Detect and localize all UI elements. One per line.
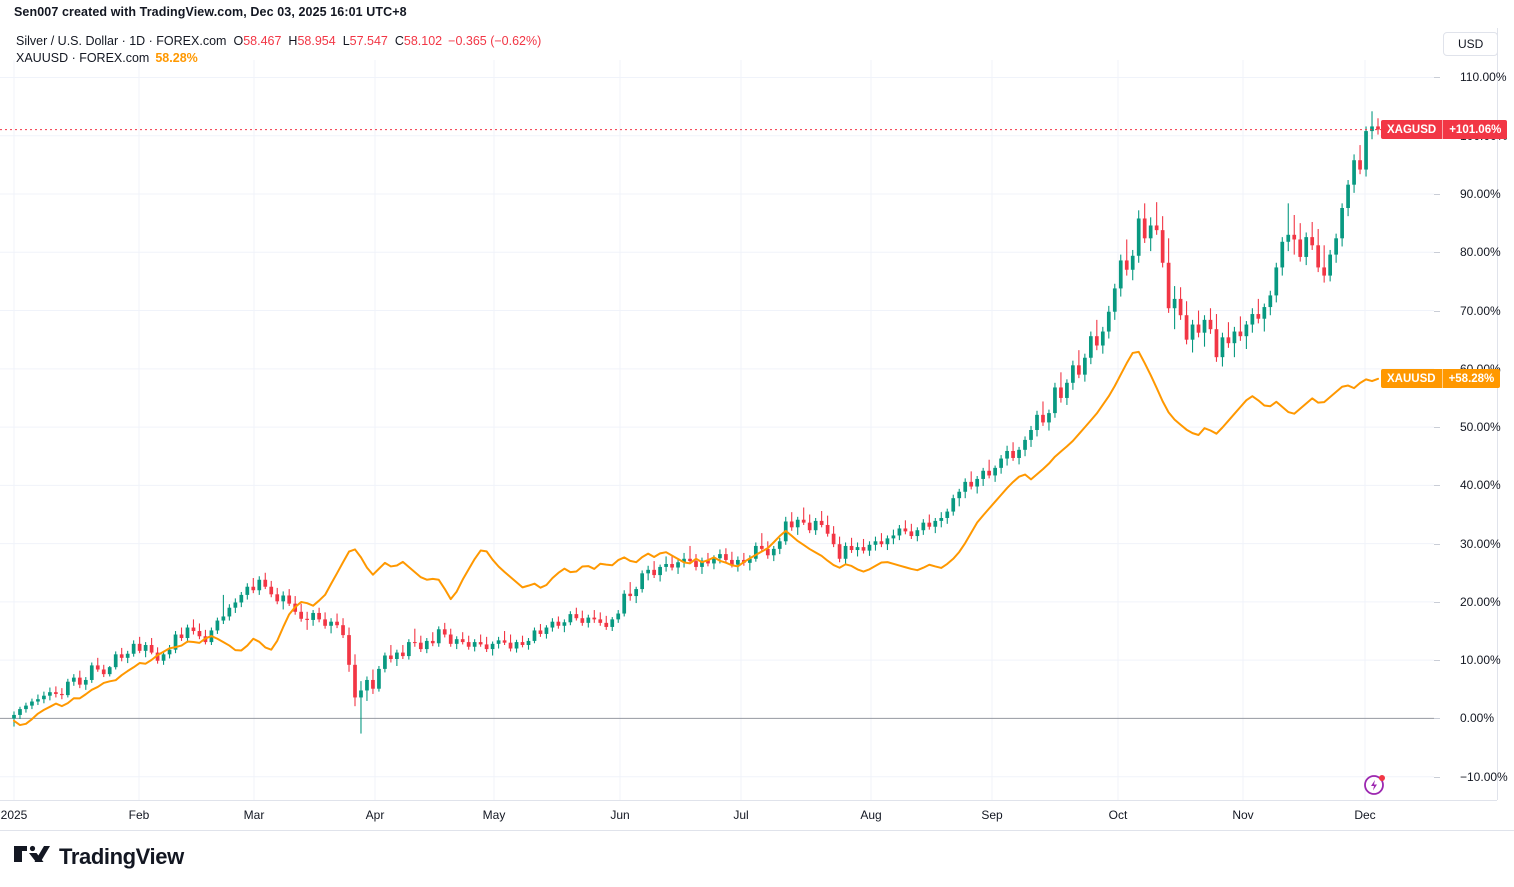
price-tick-mark bbox=[1434, 485, 1440, 487]
time-tick-label: 2025 bbox=[0, 808, 28, 822]
high-label: H bbox=[288, 34, 298, 48]
price-tick-label: 80.00% bbox=[1460, 245, 1501, 260]
price-tick-label: 110.00% bbox=[1460, 70, 1507, 85]
price-tick-mark bbox=[1434, 194, 1440, 196]
low-label: L bbox=[342, 34, 350, 48]
price-tick-label: 40.00% bbox=[1460, 478, 1501, 493]
compare-symbol-label[interactable]: XAUUSD · FOREX.com bbox=[16, 51, 150, 65]
horizontal-gridlines bbox=[0, 76, 1434, 778]
tradingview-brand-name: TradingView bbox=[59, 843, 184, 869]
time-tick-label: Dec bbox=[1354, 808, 1376, 822]
price-tick-mark bbox=[1434, 77, 1440, 79]
line-series-xauusd[interactable] bbox=[13, 350, 1379, 727]
price-badge-xagusd[interactable]: XAGUSD +101.06% bbox=[1381, 120, 1508, 140]
ohlc-high: H58.954 bbox=[288, 34, 335, 48]
price-tick-mark bbox=[1434, 368, 1440, 370]
change-value: −0.365 (−0.62%) bbox=[448, 34, 542, 48]
price-tick-label: 50.00% bbox=[1460, 420, 1501, 435]
price-tick-label: 10.00% bbox=[1460, 653, 1501, 668]
time-axis[interactable]: 2025 Feb Mar Apr May Jun Jul Aug Sep Oct Nov Dec bbox=[0, 800, 1497, 831]
price-tick-label: 20.00% bbox=[1460, 594, 1501, 609]
time-tick-label: Nov bbox=[1232, 808, 1254, 822]
price-tick-label: 30.00% bbox=[1460, 536, 1501, 551]
footer-separator bbox=[0, 830, 1514, 831]
time-tick-label: Feb bbox=[128, 808, 150, 822]
badge-symbol: XAUUSD bbox=[1387, 372, 1436, 385]
attribution-text: Sen007 created with TradingView.com, Dec… bbox=[14, 5, 407, 19]
footer: TradingView bbox=[14, 843, 184, 870]
price-tick-mark bbox=[1434, 427, 1440, 429]
price-tick-label: −10.00% bbox=[1460, 769, 1508, 784]
tradingview-logo-icon bbox=[14, 843, 50, 870]
vertical-gridlines bbox=[13, 60, 1366, 800]
ohlc-low: L57.547 bbox=[343, 34, 388, 48]
ohlc-open: O58.467 bbox=[233, 34, 281, 48]
chart-legend: Silver / U.S. Dollar · 1D · FOREX.com O58… bbox=[16, 33, 541, 67]
price-tick-mark bbox=[1434, 660, 1440, 662]
legend-row-main[interactable]: Silver / U.S. Dollar · 1D · FOREX.com O58… bbox=[16, 33, 541, 50]
currency-badge[interactable]: USD bbox=[1443, 32, 1499, 56]
low-value: 57.547 bbox=[349, 34, 388, 48]
main-symbol-label[interactable]: Silver / U.S. Dollar · 1D · FOREX.com bbox=[16, 34, 227, 48]
compare-value: 58.28% bbox=[155, 51, 198, 65]
price-tick-mark bbox=[1434, 252, 1440, 254]
time-tick-label: Apr bbox=[365, 808, 385, 822]
chart-plot-area[interactable] bbox=[0, 60, 1434, 800]
chart-canvas[interactable] bbox=[0, 60, 1434, 800]
lightning-alert-icon[interactable] bbox=[1362, 771, 1388, 797]
price-badge-xauusd[interactable]: XAUUSD +58.28% bbox=[1381, 369, 1501, 389]
price-tick-label: 90.00% bbox=[1460, 187, 1501, 202]
time-tick-label: Jun bbox=[610, 808, 630, 822]
time-tick-label: Mar bbox=[243, 808, 265, 822]
close-value: 58.102 bbox=[403, 34, 443, 48]
open-value: 58.467 bbox=[243, 34, 282, 48]
close-label: C bbox=[394, 34, 404, 48]
ohlc-close: C58.102 bbox=[395, 34, 442, 48]
open-label: O bbox=[233, 34, 244, 48]
badge-symbol: XAGUSD bbox=[1387, 123, 1437, 136]
price-tick-mark bbox=[1434, 776, 1440, 778]
price-axis[interactable]: USD 110.00%100.00%90.00%80.00%70.00%60.0… bbox=[1434, 28, 1514, 800]
price-axis-separator bbox=[1497, 28, 1498, 800]
price-tick-mark bbox=[1434, 718, 1440, 720]
badge-value: +101.06% bbox=[1442, 120, 1507, 140]
legend-row-compare[interactable]: XAUUSD · FOREX.com 58.28% bbox=[16, 50, 541, 67]
time-tick-label: Jul bbox=[733, 808, 749, 822]
high-value: 58.954 bbox=[297, 34, 336, 48]
time-tick-label: Oct bbox=[1108, 808, 1128, 822]
price-tick-mark bbox=[1434, 601, 1440, 603]
time-tick-label: May bbox=[482, 808, 506, 822]
badge-value: +58.28% bbox=[1441, 369, 1501, 389]
price-tick-mark bbox=[1434, 310, 1440, 312]
price-tick-label: 0.00% bbox=[1460, 711, 1495, 726]
candlestick-series-xagusd[interactable] bbox=[12, 111, 1380, 734]
price-tick-label: 70.00% bbox=[1460, 303, 1501, 318]
time-tick-label: Aug bbox=[860, 808, 882, 822]
time-tick-label: Sep bbox=[981, 808, 1003, 822]
price-tick-mark bbox=[1434, 543, 1440, 545]
